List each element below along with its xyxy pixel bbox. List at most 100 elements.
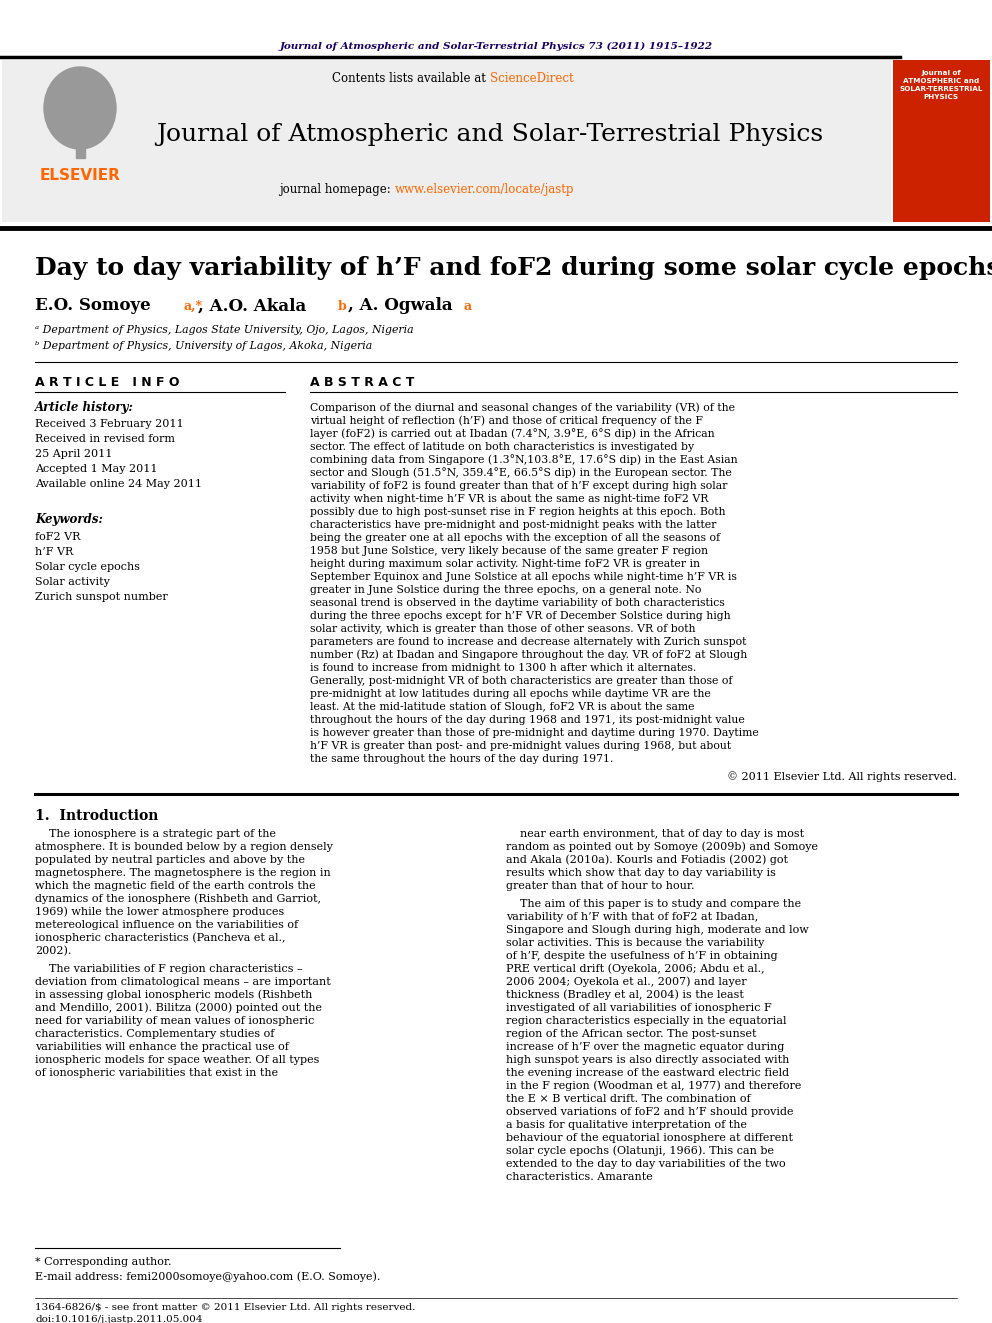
Text: activity when night-time h’F VR is about the same as night-time foF2 VR: activity when night-time h’F VR is about… bbox=[310, 493, 708, 504]
Text: near earth environment, that of day to day is most: near earth environment, that of day to d… bbox=[506, 830, 805, 839]
Text: dynamics of the ionosphere (Rishbeth and Garriot,: dynamics of the ionosphere (Rishbeth and… bbox=[35, 894, 321, 905]
Text: variabilities will enhance the practical use of: variabilities will enhance the practical… bbox=[35, 1043, 289, 1052]
Text: The ionosphere is a strategic part of the: The ionosphere is a strategic part of th… bbox=[35, 830, 276, 839]
Text: and Akala (2010a). Kourls and Fotiadis (2002) got: and Akala (2010a). Kourls and Fotiadis (… bbox=[506, 855, 788, 865]
Text: Day to day variability of h’F and foF2 during some solar cycle epochs: Day to day variability of h’F and foF2 d… bbox=[35, 255, 992, 280]
Text: a basis for qualitative interpretation of the: a basis for qualitative interpretation o… bbox=[506, 1121, 747, 1130]
Text: 1.  Introduction: 1. Introduction bbox=[35, 808, 159, 823]
Text: The variabilities of F region characteristics –: The variabilities of F region characteri… bbox=[35, 964, 303, 974]
Text: the evening increase of the eastward electric field: the evening increase of the eastward ele… bbox=[506, 1068, 789, 1078]
Text: characteristics. Complementary studies of: characteristics. Complementary studies o… bbox=[35, 1029, 275, 1039]
Text: © 2011 Elsevier Ltd. All rights reserved.: © 2011 Elsevier Ltd. All rights reserved… bbox=[727, 771, 957, 782]
Text: a: a bbox=[463, 299, 471, 312]
Text: being the greater one at all epochs with the exception of all the seasons of: being the greater one at all epochs with… bbox=[310, 533, 720, 542]
Text: Singapore and Slough during high, moderate and low: Singapore and Slough during high, modera… bbox=[506, 925, 808, 935]
Text: number (Rz) at Ibadan and Singapore throughout the day. VR of foF2 at Slough: number (Rz) at Ibadan and Singapore thro… bbox=[310, 650, 747, 660]
Text: doi:10.1016/j.jastp.2011.05.004: doi:10.1016/j.jastp.2011.05.004 bbox=[35, 1315, 202, 1323]
Text: 1364-6826/$ - see front matter © 2011 Elsevier Ltd. All rights reserved.: 1364-6826/$ - see front matter © 2011 El… bbox=[35, 1303, 416, 1312]
Text: increase of h’F over the magnetic equator during: increase of h’F over the magnetic equato… bbox=[506, 1043, 785, 1052]
Text: extended to the day to day variabilities of the two: extended to the day to day variabilities… bbox=[506, 1159, 786, 1170]
Text: journal homepage:: journal homepage: bbox=[280, 184, 395, 197]
Text: Keywords:: Keywords: bbox=[35, 513, 103, 527]
Text: populated by neutral particles and above by the: populated by neutral particles and above… bbox=[35, 855, 305, 865]
Text: * Corresponding author.: * Corresponding author. bbox=[35, 1257, 172, 1267]
Text: ScienceDirect: ScienceDirect bbox=[490, 71, 573, 85]
Text: region of the African sector. The post-sunset: region of the African sector. The post-s… bbox=[506, 1029, 757, 1039]
Text: height during maximum solar activity. Night-time foF2 VR is greater in: height during maximum solar activity. Ni… bbox=[310, 560, 700, 569]
Text: Generally, post-midnight VR of both characteristics are greater than those of: Generally, post-midnight VR of both char… bbox=[310, 676, 732, 687]
Text: The aim of this paper is to study and compare the: The aim of this paper is to study and co… bbox=[506, 900, 802, 909]
Text: A R T I C L E   I N F O: A R T I C L E I N F O bbox=[35, 376, 180, 389]
Text: Journal of
ATMOSPHERIC and
SOLAR-TERRESTRIAL
PHYSICS: Journal of ATMOSPHERIC and SOLAR-TERREST… bbox=[900, 70, 983, 101]
Text: seasonal trend is observed in the daytime variability of both characteristics: seasonal trend is observed in the daytim… bbox=[310, 598, 725, 609]
Text: PRE vertical drift (Oyekola, 2006; Abdu et al.,: PRE vertical drift (Oyekola, 2006; Abdu … bbox=[506, 964, 765, 975]
Text: ᵇ Department of Physics, University of Lagos, Akoka, Nigeria: ᵇ Department of Physics, University of L… bbox=[35, 341, 372, 351]
Text: Journal of Atmospheric and Solar-Terrestrial Physics 73 (2011) 1915–1922: Journal of Atmospheric and Solar-Terrest… bbox=[280, 41, 712, 50]
Text: Received 3 February 2011: Received 3 February 2011 bbox=[35, 419, 184, 429]
Ellipse shape bbox=[44, 67, 116, 149]
Text: of h’F, despite the usefulness of h’F in obtaining: of h’F, despite the usefulness of h’F in… bbox=[506, 951, 778, 962]
Text: 2006 2004; Oyekola et al., 2007) and layer: 2006 2004; Oyekola et al., 2007) and lay… bbox=[506, 976, 747, 987]
Text: solar activity, which is greater than those of other seasons. VR of both: solar activity, which is greater than th… bbox=[310, 624, 695, 634]
Text: characteristics have pre-midnight and post-midnight peaks with the latter: characteristics have pre-midnight and po… bbox=[310, 520, 716, 531]
Text: h’F VR is greater than post- and pre-midnight values during 1968, but about: h’F VR is greater than post- and pre-mid… bbox=[310, 741, 731, 751]
Text: a,*: a,* bbox=[183, 299, 202, 312]
Text: sector and Slough (51.5°N, 359.4°E, 66.5°S dip) in the European sector. The: sector and Slough (51.5°N, 359.4°E, 66.5… bbox=[310, 467, 732, 479]
Text: Solar cycle epochs: Solar cycle epochs bbox=[35, 562, 140, 572]
Text: combining data from Singapore (1.3°N,103.8°E, 17.6°S dip) in the East Asian: combining data from Singapore (1.3°N,103… bbox=[310, 455, 738, 466]
Text: characteristics. Amarante: characteristics. Amarante bbox=[506, 1172, 653, 1183]
Text: solar activities. This is because the variability: solar activities. This is because the va… bbox=[506, 938, 765, 949]
Text: Contents lists available at: Contents lists available at bbox=[332, 71, 490, 85]
FancyBboxPatch shape bbox=[893, 60, 990, 222]
Bar bbox=[76, 120, 85, 157]
Text: atmosphere. It is bounded below by a region densely: atmosphere. It is bounded below by a reg… bbox=[35, 841, 333, 852]
Text: is however greater than those of pre-midnight and daytime during 1970. Daytime: is however greater than those of pre-mid… bbox=[310, 728, 759, 738]
Text: possibly due to high post-sunset rise in F region heights at this epoch. Both: possibly due to high post-sunset rise in… bbox=[310, 507, 725, 517]
Text: Article history:: Article history: bbox=[35, 401, 134, 414]
FancyBboxPatch shape bbox=[2, 60, 158, 222]
Text: least. At the mid-latitude station of Slough, foF2 VR is about the same: least. At the mid-latitude station of Sl… bbox=[310, 703, 694, 712]
Text: September Equinox and June Solstice at all epochs while night-time h’F VR is: September Equinox and June Solstice at a… bbox=[310, 572, 737, 582]
Text: pre-midnight at low latitudes during all epochs while daytime VR are the: pre-midnight at low latitudes during all… bbox=[310, 689, 710, 699]
Text: parameters are found to increase and decrease alternately with Zurich sunspot: parameters are found to increase and dec… bbox=[310, 636, 746, 647]
Text: deviation from climatological means – are important: deviation from climatological means – ar… bbox=[35, 978, 330, 987]
Text: 1969) while the lower atmosphere produces: 1969) while the lower atmosphere produce… bbox=[35, 906, 285, 917]
FancyBboxPatch shape bbox=[158, 60, 891, 222]
Text: www.elsevier.com/locate/jastp: www.elsevier.com/locate/jastp bbox=[395, 184, 574, 197]
Text: magnetosphere. The magnetosphere is the region in: magnetosphere. The magnetosphere is the … bbox=[35, 868, 330, 878]
Text: , A. Ogwala: , A. Ogwala bbox=[348, 298, 458, 315]
Text: which the magnetic field of the earth controls the: which the magnetic field of the earth co… bbox=[35, 881, 315, 890]
Text: throughout the hours of the day during 1968 and 1971, its post-midnight value: throughout the hours of the day during 1… bbox=[310, 714, 745, 725]
Text: layer (foF2) is carried out at Ibadan (7.4°N, 3.9°E, 6°S dip) in the African: layer (foF2) is carried out at Ibadan (7… bbox=[310, 429, 714, 439]
Text: Zurich sunspot number: Zurich sunspot number bbox=[35, 591, 168, 602]
Text: ionospheric characteristics (Pancheva et al.,: ionospheric characteristics (Pancheva et… bbox=[35, 933, 286, 943]
Text: b: b bbox=[338, 299, 347, 312]
Text: , A.O. Akala: , A.O. Akala bbox=[198, 298, 312, 315]
Text: greater than that of hour to hour.: greater than that of hour to hour. bbox=[506, 881, 694, 890]
Text: A B S T R A C T: A B S T R A C T bbox=[310, 376, 415, 389]
Text: behaviour of the equatorial ionosphere at different: behaviour of the equatorial ionosphere a… bbox=[506, 1134, 793, 1143]
Text: of ionospheric variabilities that exist in the: of ionospheric variabilities that exist … bbox=[35, 1068, 278, 1078]
Text: 2002).: 2002). bbox=[35, 946, 71, 957]
Text: need for variability of mean values of ionospheric: need for variability of mean values of i… bbox=[35, 1016, 314, 1027]
Text: the E × B vertical drift. The combination of: the E × B vertical drift. The combinatio… bbox=[506, 1094, 751, 1105]
Text: thickness (Bradley et al, 2004) is the least: thickness (Bradley et al, 2004) is the l… bbox=[506, 990, 744, 1000]
Text: E-mail address: femi2000somoye@yahoo.com (E.O. Somoye).: E-mail address: femi2000somoye@yahoo.com… bbox=[35, 1271, 380, 1282]
Text: Journal of Atmospheric and Solar-Terrestrial Physics: Journal of Atmospheric and Solar-Terrest… bbox=[157, 123, 823, 147]
Text: region characteristics especially in the equatorial: region characteristics especially in the… bbox=[506, 1016, 787, 1027]
Text: Available online 24 May 2011: Available online 24 May 2011 bbox=[35, 479, 202, 490]
Text: observed variations of foF2 and h’F should provide: observed variations of foF2 and h’F shou… bbox=[506, 1107, 794, 1117]
Text: in the F region (Woodman et al, 1977) and therefore: in the F region (Woodman et al, 1977) an… bbox=[506, 1081, 802, 1091]
Text: Received in revised form: Received in revised form bbox=[35, 434, 175, 445]
Text: solar cycle epochs (Olatunji, 1966). This can be: solar cycle epochs (Olatunji, 1966). Thi… bbox=[506, 1146, 774, 1156]
Text: variability of h’F with that of foF2 at Ibadan,: variability of h’F with that of foF2 at … bbox=[506, 912, 758, 922]
Text: Solar activity: Solar activity bbox=[35, 577, 110, 587]
Text: is found to increase from midnight to 1300 h after which it alternates.: is found to increase from midnight to 13… bbox=[310, 663, 696, 673]
Text: ELSEVIER: ELSEVIER bbox=[40, 168, 120, 183]
Text: virtual height of reflection (h’F) and those of critical frequency of the F: virtual height of reflection (h’F) and t… bbox=[310, 415, 703, 426]
Text: the same throughout the hours of the day during 1971.: the same throughout the hours of the day… bbox=[310, 754, 613, 763]
Text: metereological influence on the variabilities of: metereological influence on the variabil… bbox=[35, 919, 299, 930]
Text: and Mendillo, 2001). Bilitza (2000) pointed out the: and Mendillo, 2001). Bilitza (2000) poin… bbox=[35, 1003, 322, 1013]
Text: sector. The effect of latitude on both characteristics is investigated by: sector. The effect of latitude on both c… bbox=[310, 442, 694, 452]
Text: in assessing global ionospheric models (Rishbeth: in assessing global ionospheric models (… bbox=[35, 990, 312, 1000]
